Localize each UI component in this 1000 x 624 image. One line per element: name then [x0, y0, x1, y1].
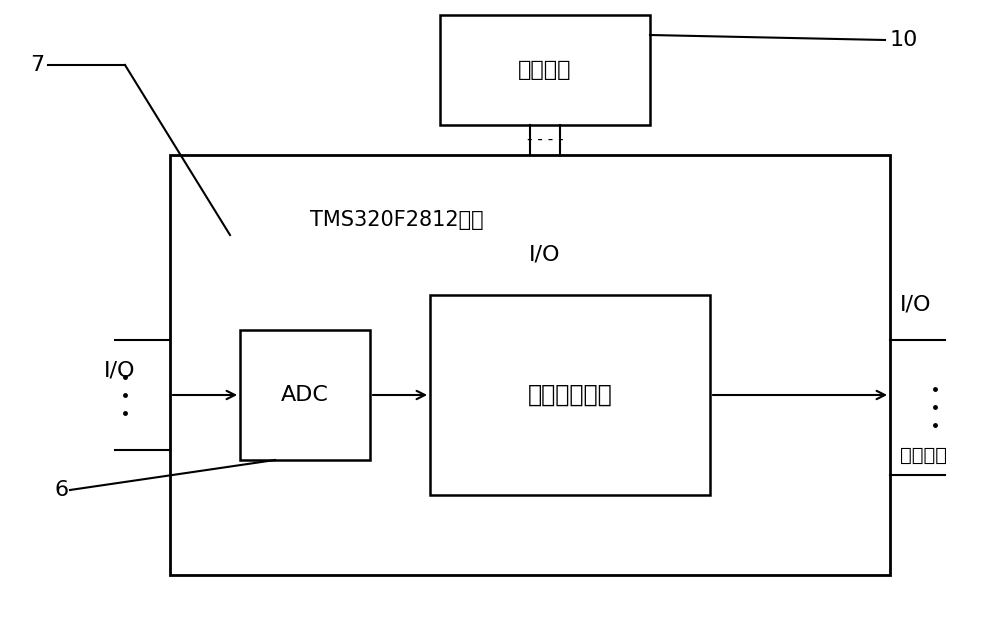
Text: 10: 10	[890, 30, 918, 50]
Text: 6: 6	[55, 480, 69, 500]
Text: - - - -: - - - -	[527, 132, 563, 147]
Bar	[430, 295, 710, 495]
Text: 显示模块: 显示模块	[518, 60, 572, 80]
Text: 算法处理单元: 算法处理单元	[528, 383, 612, 407]
Text: I/O: I/O	[900, 295, 932, 315]
Text: I/O: I/O	[104, 360, 136, 380]
Text: I/O: I/O	[529, 245, 561, 265]
Text: 磁化脉冲: 磁化脉冲	[900, 446, 947, 464]
Bar	[240, 330, 370, 460]
Bar	[440, 15, 650, 125]
Text: ADC: ADC	[281, 385, 329, 405]
Text: TMS320F2812芜片: TMS320F2812芜片	[310, 210, 484, 230]
Text: 7: 7	[30, 55, 44, 75]
Bar	[170, 155, 890, 575]
